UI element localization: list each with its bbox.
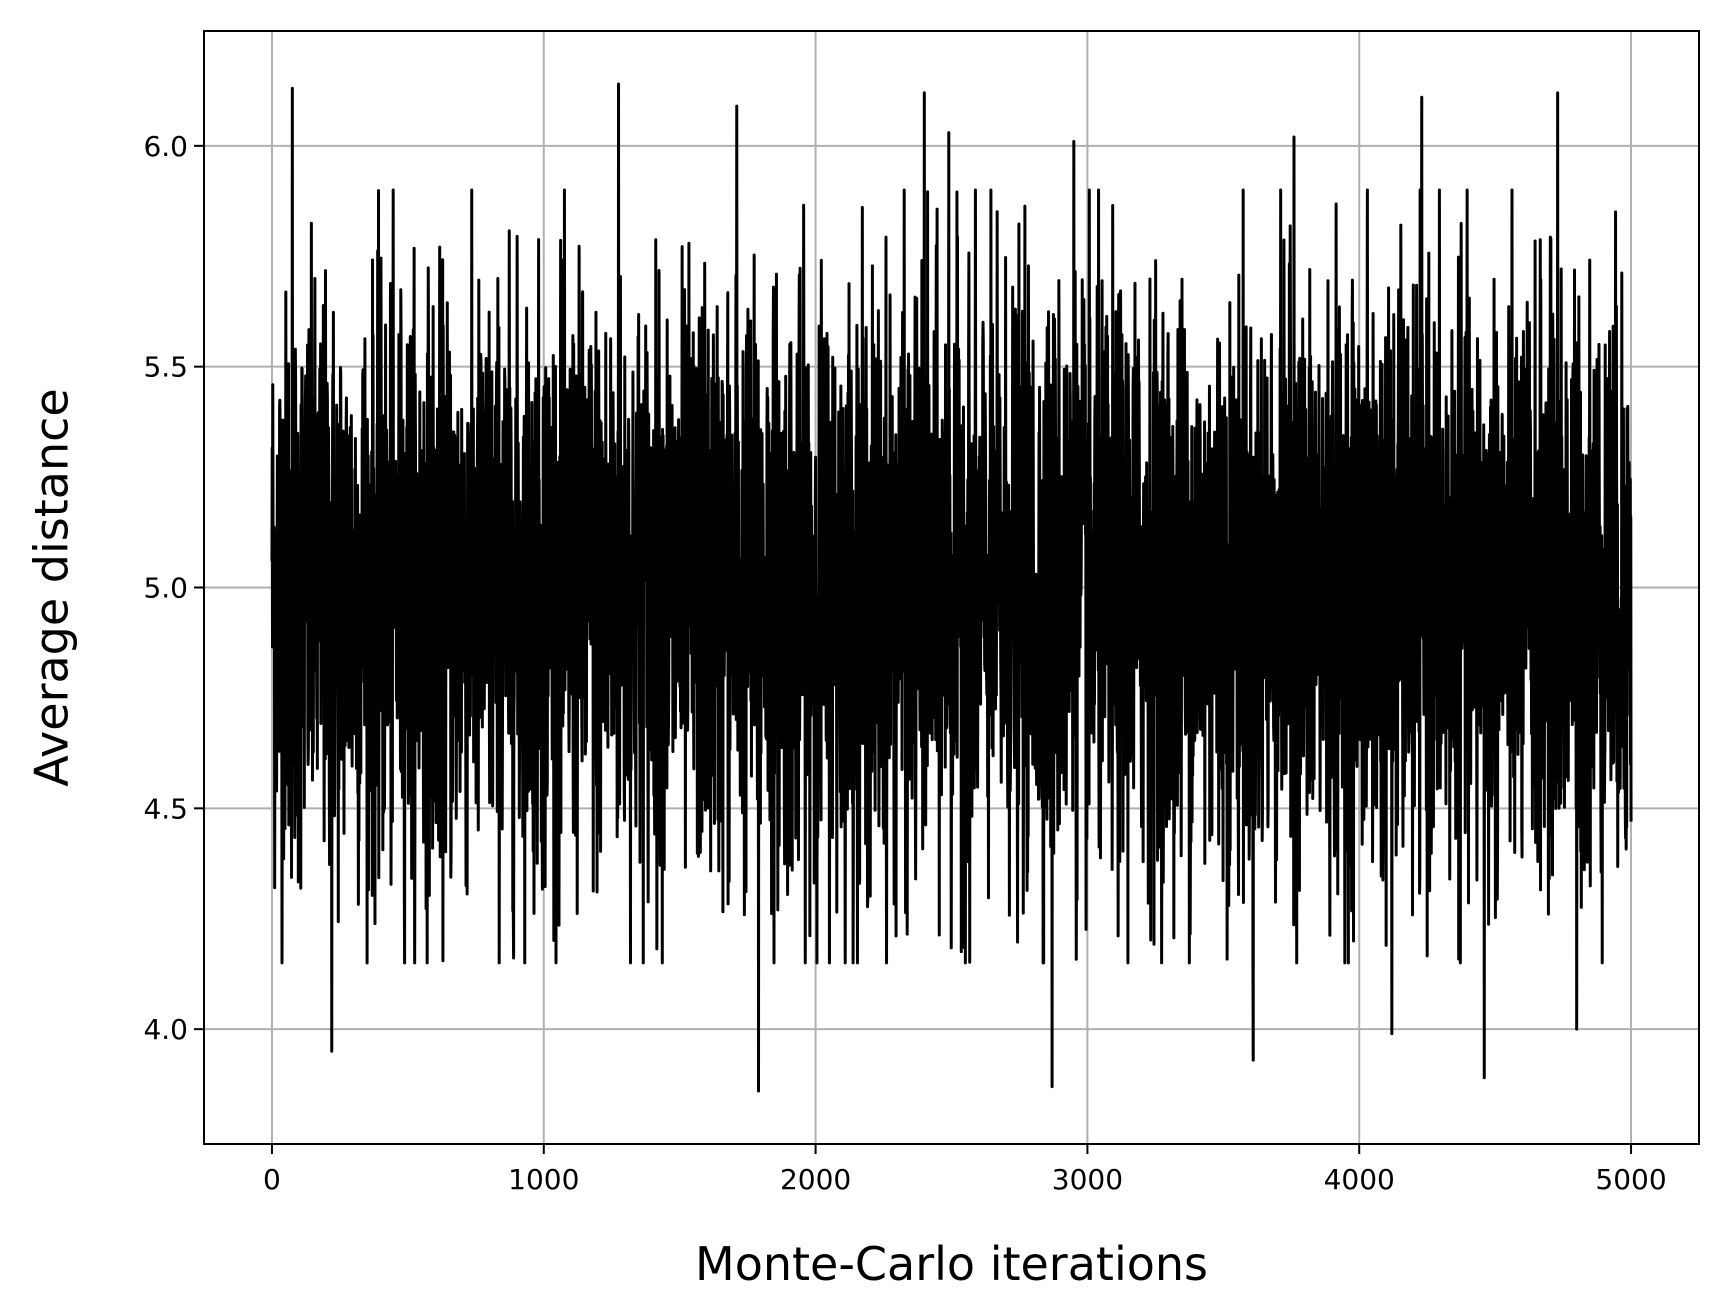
x-tick-label: 1000 (508, 1163, 579, 1196)
y-tick-label: 5.0 (143, 572, 188, 605)
y-axis-label: Average distance (25, 388, 79, 786)
x-tick-label: 0 (263, 1163, 281, 1196)
y-tick-label: 6.0 (143, 130, 188, 163)
y-tick-label: 4.0 (143, 1013, 188, 1046)
x-tick-label: 3000 (1052, 1163, 1123, 1196)
y-tick-label: 5.5 (143, 351, 188, 384)
x-tick-label: 4000 (1324, 1163, 1395, 1196)
y-tick-label: 4.5 (143, 792, 188, 825)
series-line (270, 82, 1633, 1093)
x-axis-ticks: 0 1000 2000 3000 4000 5000 (263, 1144, 1667, 1196)
y-axis-ticks: 4.0 4.5 5.0 5.5 6.0 (143, 130, 204, 1046)
x-tick-label: 5000 (1595, 1163, 1666, 1196)
x-axis-label: Monte-Carlo iterations (695, 1237, 1208, 1291)
x-tick-label: 2000 (780, 1163, 851, 1196)
